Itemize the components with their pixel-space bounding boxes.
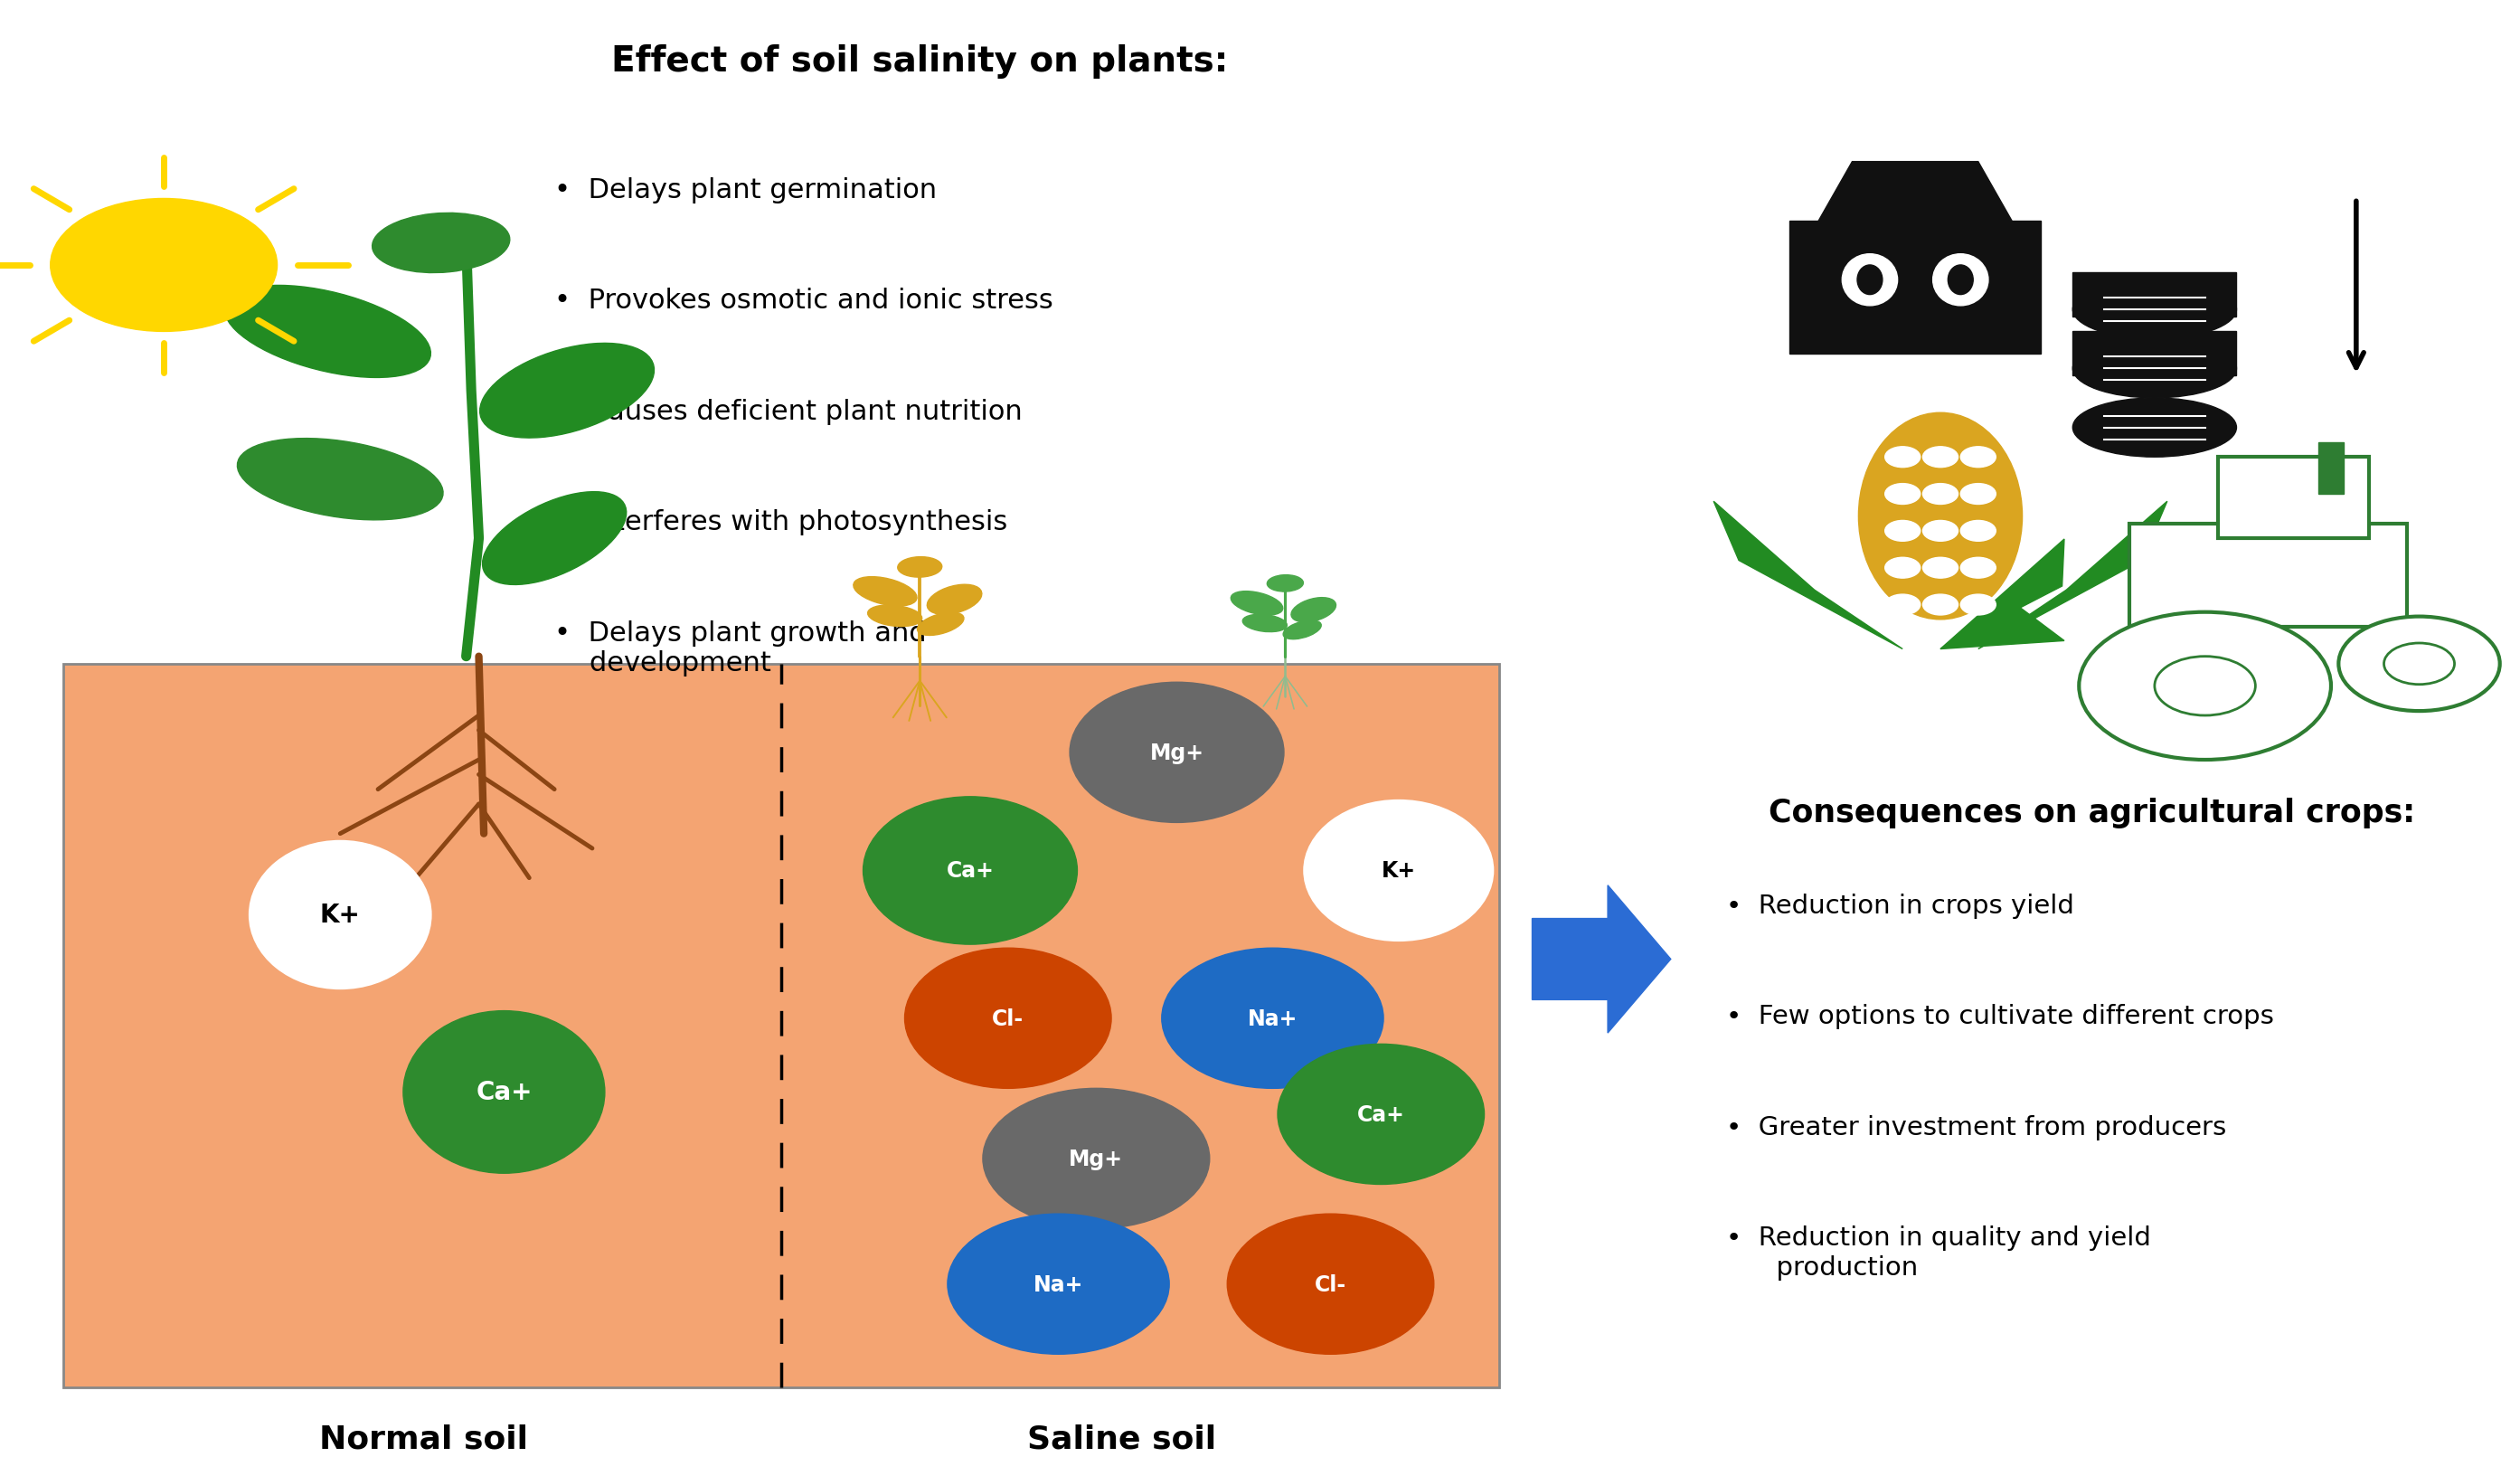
Circle shape [1961, 558, 1996, 579]
Circle shape [1885, 484, 1920, 505]
Circle shape [2384, 644, 2454, 685]
Ellipse shape [1278, 1045, 1484, 1184]
Text: •  Delays plant growth and
    development: • Delays plant growth and development [554, 620, 927, 676]
Polygon shape [1814, 162, 2016, 229]
Circle shape [2339, 617, 2500, 711]
Text: Cl-: Cl- [993, 1008, 1023, 1029]
Circle shape [2079, 613, 2331, 760]
Ellipse shape [1857, 266, 1882, 295]
Ellipse shape [224, 286, 431, 378]
Text: •  Few options to cultivate different crops: • Few options to cultivate different cro… [1726, 1004, 2273, 1029]
Ellipse shape [917, 613, 963, 636]
FancyBboxPatch shape [2218, 458, 2369, 539]
Ellipse shape [867, 605, 922, 627]
Circle shape [50, 199, 277, 332]
Ellipse shape [1162, 949, 1383, 1089]
Ellipse shape [481, 493, 627, 584]
Ellipse shape [2071, 280, 2238, 339]
Ellipse shape [1860, 413, 2021, 620]
Text: •  Greater investment from producers: • Greater investment from producers [1726, 1114, 2228, 1139]
Circle shape [1961, 447, 1996, 468]
Polygon shape [1714, 502, 1903, 649]
Circle shape [1923, 558, 1958, 579]
Text: Na+: Na+ [1247, 1008, 1298, 1029]
Ellipse shape [479, 344, 655, 438]
Text: Ca+: Ca+ [1358, 1104, 1404, 1125]
Text: Saline soil: Saline soil [1026, 1423, 1217, 1454]
Text: K+: K+ [1381, 861, 1416, 881]
Text: Consequences on agricultural crops:: Consequences on agricultural crops: [1769, 797, 2414, 828]
Ellipse shape [1268, 576, 1303, 592]
Text: Effect of soil salinity on plants:: Effect of soil salinity on plants: [612, 44, 1227, 78]
Text: Normal soil: Normal soil [320, 1423, 527, 1454]
Circle shape [1885, 447, 1920, 468]
Text: K+: K+ [320, 902, 360, 928]
Text: Na+: Na+ [1033, 1274, 1084, 1294]
Ellipse shape [2071, 339, 2238, 399]
Bar [2071, 273, 2235, 317]
Circle shape [1923, 447, 1958, 468]
Circle shape [2155, 657, 2255, 716]
Ellipse shape [983, 1089, 1210, 1228]
Ellipse shape [403, 1011, 605, 1173]
Ellipse shape [1842, 254, 1898, 307]
Ellipse shape [1290, 598, 1336, 623]
Text: Mg+: Mg+ [1149, 742, 1205, 763]
Text: Ca+: Ca+ [948, 861, 993, 881]
Circle shape [1961, 595, 1996, 615]
Ellipse shape [1230, 592, 1283, 615]
Text: Ca+: Ca+ [476, 1079, 532, 1106]
Circle shape [1923, 484, 1958, 505]
Ellipse shape [897, 558, 942, 577]
Ellipse shape [2071, 399, 2238, 458]
Circle shape [1923, 595, 1958, 615]
Ellipse shape [1242, 615, 1288, 632]
Text: •  Provokes osmotic and ionic stress: • Provokes osmotic and ionic stress [554, 288, 1053, 314]
Ellipse shape [237, 438, 444, 521]
Text: Cl-: Cl- [1315, 1274, 1346, 1294]
Circle shape [1961, 484, 1996, 505]
Ellipse shape [1283, 621, 1320, 639]
Bar [2318, 443, 2344, 494]
Ellipse shape [1227, 1213, 1434, 1355]
Text: •  Delays plant germination: • Delays plant germination [554, 177, 937, 204]
Polygon shape [1978, 502, 2167, 649]
Ellipse shape [1068, 682, 1283, 824]
FancyBboxPatch shape [2129, 524, 2407, 627]
Ellipse shape [373, 214, 509, 273]
Ellipse shape [1305, 800, 1492, 942]
Circle shape [1923, 521, 1958, 542]
Ellipse shape [862, 797, 1079, 945]
Text: •  Reduction in quality and yield
      production: • Reduction in quality and yield product… [1726, 1225, 2152, 1280]
Text: Mg+: Mg+ [1068, 1148, 1124, 1169]
Text: •  Interferes with photosynthesis: • Interferes with photosynthesis [554, 509, 1008, 536]
Ellipse shape [905, 949, 1111, 1089]
Text: •  Causes deficient plant nutrition: • Causes deficient plant nutrition [554, 399, 1023, 425]
Bar [2071, 332, 2235, 376]
Circle shape [1885, 595, 1920, 615]
Ellipse shape [854, 577, 917, 607]
Circle shape [1961, 521, 1996, 542]
Ellipse shape [948, 1213, 1169, 1355]
Circle shape [1885, 558, 1920, 579]
FancyArrow shape [1532, 886, 1671, 1033]
Ellipse shape [1933, 254, 1988, 307]
Text: •  Reduction in crops yield: • Reduction in crops yield [1726, 893, 2074, 918]
FancyBboxPatch shape [63, 664, 1499, 1387]
Ellipse shape [249, 841, 431, 989]
Polygon shape [1940, 540, 2064, 649]
Ellipse shape [927, 584, 983, 615]
Ellipse shape [1948, 266, 1973, 295]
FancyBboxPatch shape [1789, 221, 2041, 354]
Circle shape [1885, 521, 1920, 542]
Polygon shape [1940, 602, 2064, 649]
